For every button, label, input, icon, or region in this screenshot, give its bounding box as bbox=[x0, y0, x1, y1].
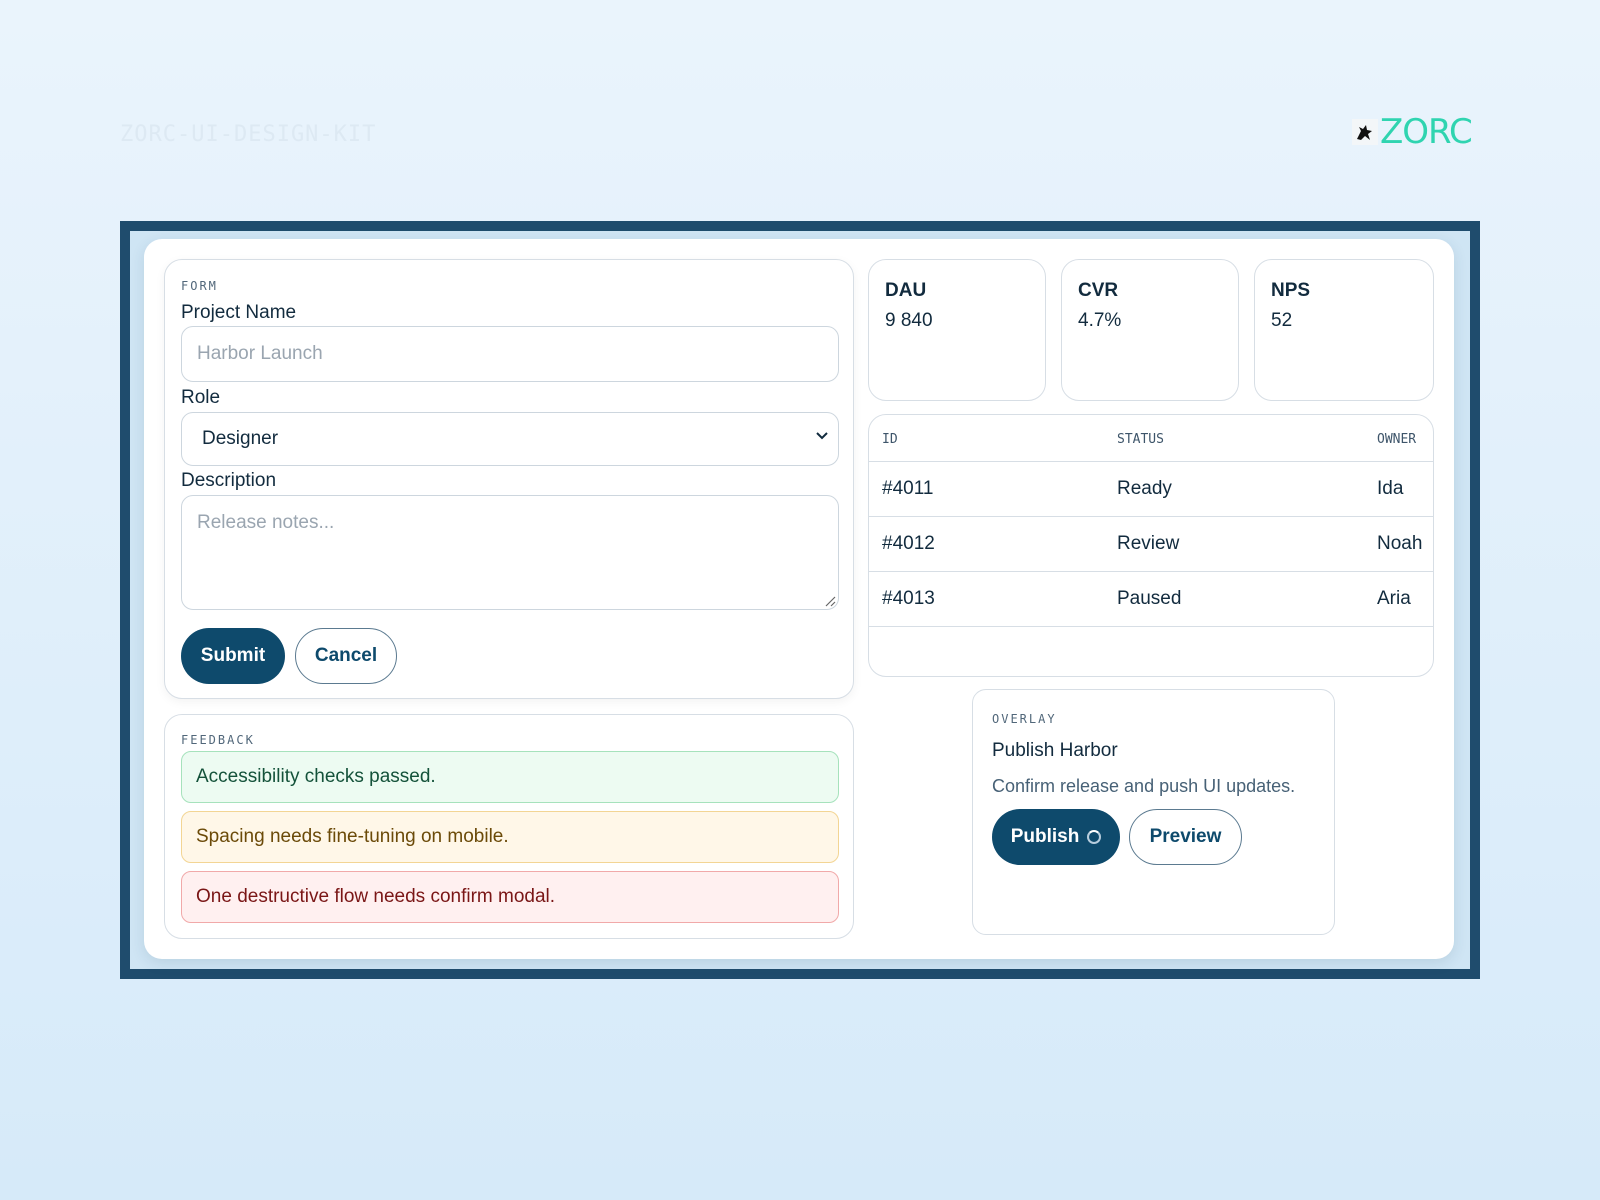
overlay-title: Publish Harbor bbox=[992, 740, 1118, 761]
logo-mascot-icon bbox=[1352, 119, 1378, 145]
table-row[interactable]: #4013 Paused Aria bbox=[869, 571, 1433, 626]
stat-name: NPS bbox=[1271, 280, 1311, 301]
column-header-status: STATUS bbox=[1117, 432, 1164, 447]
overlay-description: Confirm release and push UI updates. bbox=[992, 776, 1296, 796]
preview-button[interactable]: Preview bbox=[1129, 809, 1242, 865]
stat-name: DAU bbox=[885, 280, 927, 301]
stat-card-dau: DAU 9 840 bbox=[868, 259, 1046, 401]
overlay-dialog: OVERLAY Publish Harbor Confirm release a… bbox=[972, 689, 1335, 935]
error-alert: One destructive flow needs confirm modal… bbox=[181, 871, 839, 923]
description-placeholder: Release notes... bbox=[197, 512, 335, 533]
ui-canvas: FORM Project Name Harbor Launch Role Des… bbox=[144, 239, 1454, 959]
data-table: ID STATUS OWNER #4011 Ready Ida #4012 Re… bbox=[868, 414, 1434, 677]
stat-card-nps: NPS 52 bbox=[1254, 259, 1434, 401]
project-name-placeholder: Harbor Launch bbox=[197, 343, 323, 364]
logo-text: ZORC bbox=[1380, 112, 1473, 152]
cancel-button[interactable]: Cancel bbox=[295, 628, 397, 684]
cell-status: Ready bbox=[1117, 478, 1172, 499]
publish-button[interactable]: Publish bbox=[992, 809, 1120, 865]
cell-id: #4013 bbox=[882, 588, 935, 609]
stat-card-cvr: CVR 4.7% bbox=[1061, 259, 1239, 401]
cell-owner: Ida bbox=[1377, 478, 1404, 499]
cell-status: Paused bbox=[1117, 588, 1182, 609]
publish-button-label: Publish bbox=[1010, 826, 1080, 847]
kit-label: ZORC-UI-DESIGN-KIT bbox=[120, 122, 377, 147]
cell-owner: Noah bbox=[1377, 533, 1423, 554]
stat-value: 9 840 bbox=[885, 310, 933, 331]
stat-name: CVR bbox=[1078, 280, 1119, 301]
cell-id: #4011 bbox=[882, 478, 934, 499]
column-header-id: ID bbox=[882, 432, 898, 447]
chevron-down-icon bbox=[816, 432, 828, 440]
table-row[interactable]: #4012 Review Noah bbox=[869, 516, 1433, 571]
column-header-owner: OWNER bbox=[1377, 432, 1417, 447]
cell-owner: Aria bbox=[1377, 588, 1411, 609]
spinner-icon bbox=[1087, 830, 1102, 844]
stat-value: 4.7% bbox=[1078, 310, 1122, 331]
overlay-section-label: OVERLAY bbox=[992, 712, 1057, 726]
description-textarea[interactable]: Release notes... bbox=[181, 495, 839, 610]
cell-id: #4012 bbox=[882, 533, 935, 554]
warning-alert: Spacing needs fine-tuning on mobile. bbox=[181, 811, 839, 863]
resize-grip-icon[interactable] bbox=[822, 593, 836, 607]
role-select-value: Designer bbox=[202, 428, 279, 449]
preview-frame: FORM Project Name Harbor Launch Role Des… bbox=[120, 221, 1480, 979]
project-name-label: Project Name bbox=[181, 302, 297, 323]
feedback-card: FEEDBACK Accessibility checks passed. Sp… bbox=[164, 714, 854, 939]
success-alert: Accessibility checks passed. bbox=[181, 751, 839, 803]
role-label: Role bbox=[181, 387, 221, 408]
feedback-section-label: FEEDBACK bbox=[181, 733, 255, 747]
project-name-input[interactable]: Harbor Launch bbox=[181, 326, 839, 382]
table-row-empty bbox=[869, 626, 1433, 676]
table-row[interactable]: #4011 Ready Ida bbox=[869, 461, 1433, 516]
stat-value: 52 bbox=[1271, 310, 1293, 331]
form-section-label: FORM bbox=[181, 279, 218, 293]
cell-status: Review bbox=[1117, 533, 1180, 554]
form-card: FORM Project Name Harbor Launch Role Des… bbox=[164, 259, 854, 699]
role-select[interactable]: Designer bbox=[181, 412, 839, 466]
submit-button[interactable]: Submit bbox=[181, 628, 285, 684]
description-label: Description bbox=[181, 470, 277, 491]
zorc-logo: ZORC bbox=[1352, 112, 1473, 152]
